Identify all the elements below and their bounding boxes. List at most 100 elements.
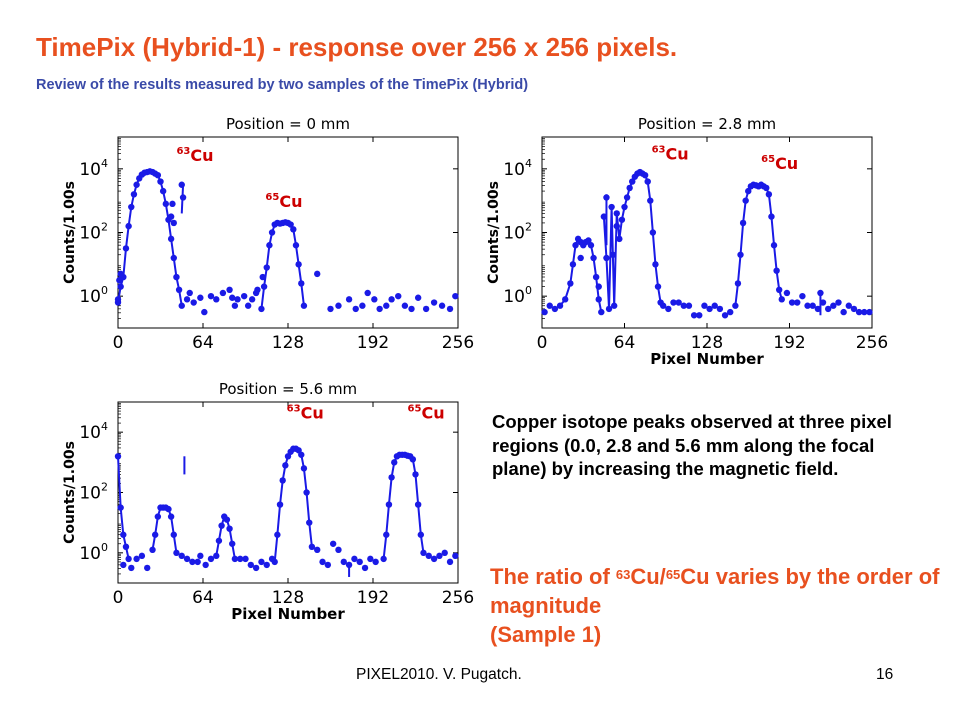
peak-label-65: 65Cu	[408, 404, 445, 423]
data-point	[696, 312, 703, 319]
data-point	[120, 531, 127, 538]
data-point	[229, 294, 236, 301]
ratio-mass-63: 63	[615, 567, 631, 582]
data-point	[201, 308, 208, 316]
data-point	[165, 505, 172, 513]
data-point	[229, 540, 236, 547]
data-point	[739, 219, 747, 227]
x-tick-label: 192	[357, 333, 389, 353]
data-point	[117, 504, 124, 511]
data-point	[446, 305, 454, 313]
data-point	[616, 235, 623, 243]
x-tick-label: 0	[113, 588, 124, 608]
data-point	[711, 302, 718, 309]
data-point	[783, 289, 791, 297]
data-point	[613, 210, 620, 217]
x-tick-label: 0	[537, 333, 548, 353]
x-tick-label: 0	[113, 333, 124, 353]
data-point	[814, 305, 822, 313]
data-point	[598, 308, 605, 316]
data-point	[626, 184, 633, 192]
data-point	[665, 305, 672, 313]
y-tick-label: 104	[79, 420, 108, 443]
x-tick-label: 256	[442, 588, 474, 608]
data-point	[231, 555, 239, 563]
data-point	[778, 296, 785, 303]
x-axis-label: Pixel Number	[231, 605, 345, 623]
data-point	[727, 308, 734, 316]
data-point	[680, 302, 687, 309]
plot-frame	[117, 136, 459, 329]
data-point	[675, 299, 682, 306]
y-tick-label: 104	[79, 157, 108, 180]
data-point	[364, 289, 371, 297]
ratio-sample-note: (Sample 1)	[490, 622, 602, 647]
data-point	[605, 305, 613, 313]
data-point	[258, 558, 265, 566]
data-point	[213, 296, 220, 303]
ratio-suffix: Cu varies by the order of magnitude	[490, 564, 940, 618]
y-axis-label: Counts/1.00s	[62, 181, 78, 284]
data-point	[706, 305, 713, 313]
data-point	[861, 308, 868, 316]
y-tick-label: 102	[503, 221, 532, 244]
data-point	[274, 531, 281, 538]
data-point	[183, 555, 191, 563]
data-point	[170, 219, 177, 227]
data-point	[629, 178, 636, 185]
data-point	[314, 270, 321, 278]
data-point	[159, 187, 167, 195]
data-point	[794, 299, 801, 306]
data-point	[189, 558, 196, 566]
data-point	[133, 555, 140, 563]
data-point	[438, 302, 446, 309]
data-point	[422, 305, 430, 313]
data-point	[219, 289, 227, 297]
footer-author: PIXEL2010. V. Pugatch.	[356, 666, 522, 683]
data-point	[167, 213, 175, 220]
data-point	[125, 555, 132, 563]
data-point	[282, 462, 289, 469]
data-point	[608, 203, 615, 211]
data-point	[167, 513, 175, 520]
data-point	[268, 555, 276, 563]
data-point	[352, 305, 359, 313]
data-point	[412, 471, 419, 478]
x-tick-label: 256	[442, 333, 474, 353]
peak-label-65: 65Cu	[761, 154, 798, 173]
y-tick-label: 100	[79, 284, 108, 307]
data-point	[308, 543, 316, 550]
data-point	[327, 305, 334, 313]
data-point	[659, 302, 667, 309]
data-point	[670, 299, 677, 306]
y-axis-label: Counts/1.00s	[62, 441, 78, 544]
data-point	[319, 558, 326, 566]
data-point	[197, 552, 204, 560]
data-point	[173, 549, 180, 557]
data-point	[207, 292, 215, 300]
data-point	[587, 242, 595, 249]
data-point	[242, 555, 249, 563]
data-point	[125, 222, 132, 230]
peak-label-65: 65Cu	[265, 192, 302, 211]
data-point	[765, 191, 773, 198]
data-point	[190, 299, 197, 306]
plot-frame	[117, 401, 459, 584]
data-point	[572, 242, 579, 249]
data-point	[585, 237, 592, 244]
data-point	[167, 235, 175, 243]
data-point	[340, 558, 347, 566]
peak-label-63: 63Cu	[287, 404, 324, 423]
data-point	[329, 540, 337, 547]
data-point	[372, 558, 379, 566]
isotope-caption: Copper isotope peaks observed at three p…	[492, 411, 892, 479]
data-point	[324, 561, 332, 569]
data-point	[292, 242, 300, 249]
data-point	[226, 525, 233, 532]
data-point	[162, 200, 170, 208]
data-point	[175, 286, 183, 293]
data-point	[266, 242, 273, 249]
data-point	[380, 555, 387, 563]
ratio-mid: Cu/	[630, 564, 666, 589]
data-point	[618, 216, 626, 223]
